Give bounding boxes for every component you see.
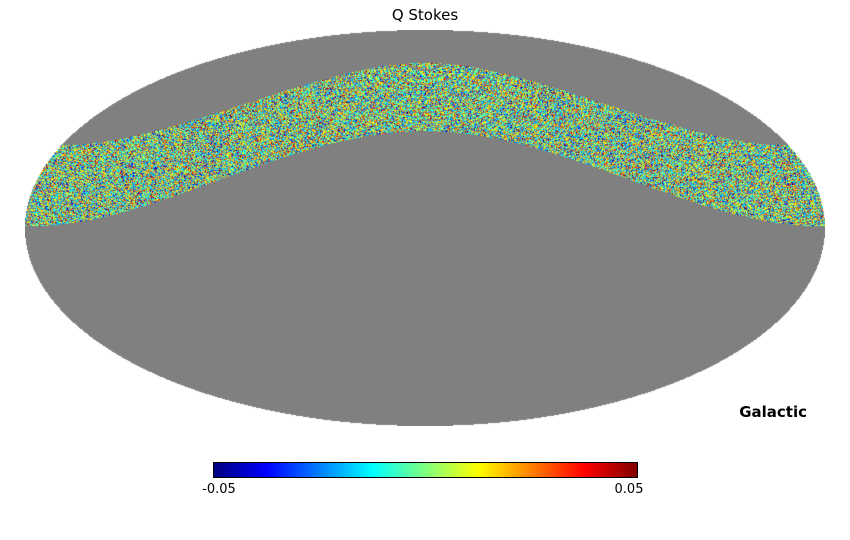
coordinate-system-label: Galactic — [739, 403, 807, 421]
colorbar-max-label: 0.05 — [614, 482, 644, 497]
colorbar — [213, 462, 638, 478]
colorbar-min-label: -0.05 — [202, 482, 236, 497]
mollweide-sky-map-canvas — [25, 30, 825, 426]
figure-title: Q Stokes — [391, 6, 459, 24]
